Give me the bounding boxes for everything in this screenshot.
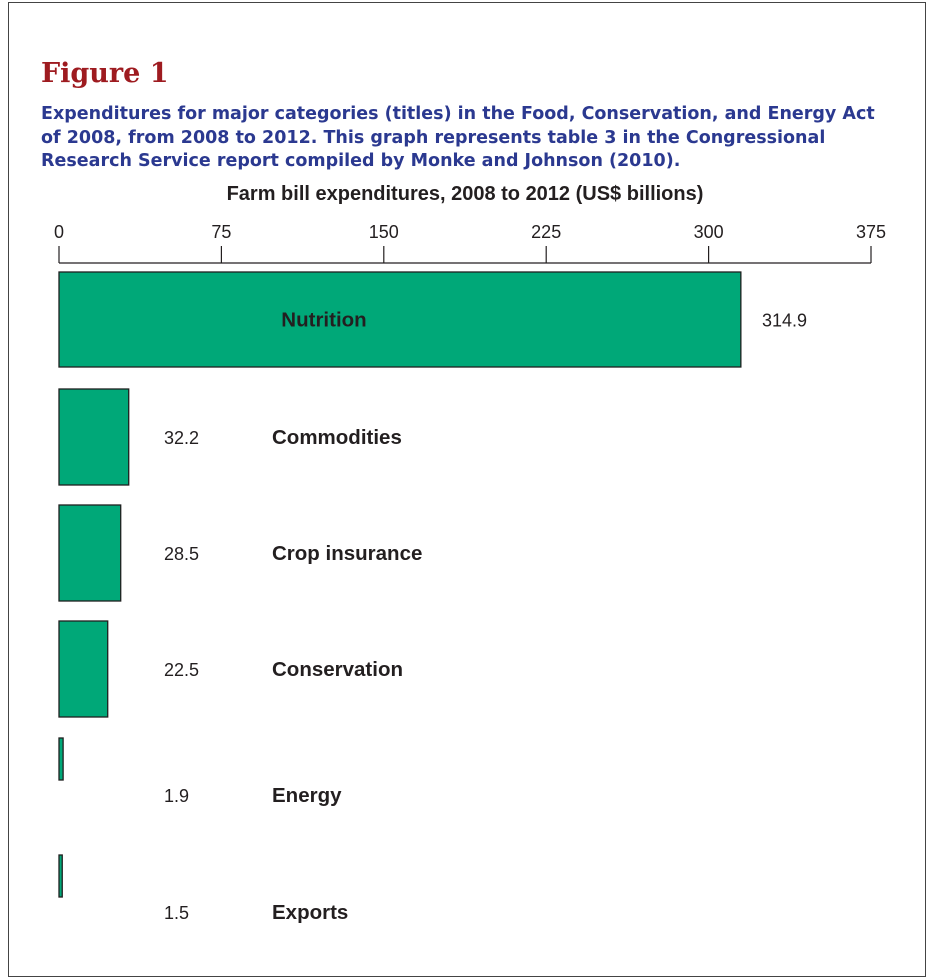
value-label: 1.9 — [164, 786, 189, 806]
value-label: 22.5 — [164, 660, 199, 680]
x-tick-label: 0 — [54, 222, 64, 242]
bars: Nutrition 314.9 32.2 Commodities 28.5 Crop in… — [58, 271, 807, 924]
x-tick-label: 300 — [694, 222, 724, 242]
value-label: 1.5 — [164, 903, 189, 923]
category-label: Commodities — [272, 426, 402, 449]
category-label: Energy — [272, 784, 342, 807]
x-tick-label: 150 — [369, 222, 399, 242]
category-label: Nutrition — [281, 309, 366, 332]
bar — [58, 737, 64, 781]
bar — [58, 620, 109, 718]
value-label: 314.9 — [762, 311, 807, 331]
value-label: 28.5 — [164, 544, 199, 564]
figure-caption: Expenditures for major categories (title… — [41, 104, 875, 171]
x-tick-label: 375 — [856, 222, 886, 242]
category-label: Exports — [272, 901, 348, 924]
category-label: Crop insurance — [272, 542, 422, 565]
bar — [58, 271, 742, 368]
x-tick-label: 75 — [211, 222, 231, 242]
x-axis: 0 75 150 225 300 375 — [54, 222, 886, 264]
x-tick-label: 225 — [531, 222, 561, 242]
bar — [58, 388, 130, 486]
value-label: 32.2 — [164, 428, 199, 448]
figure-frame — [8, 2, 926, 977]
figure-label: Figure 1 — [41, 58, 169, 89]
bar — [58, 504, 122, 602]
bar — [58, 854, 63, 898]
chart-title: Farm bill expenditures, 2008 to 2012 (US… — [227, 183, 704, 205]
category-label: Conservation — [272, 658, 403, 681]
